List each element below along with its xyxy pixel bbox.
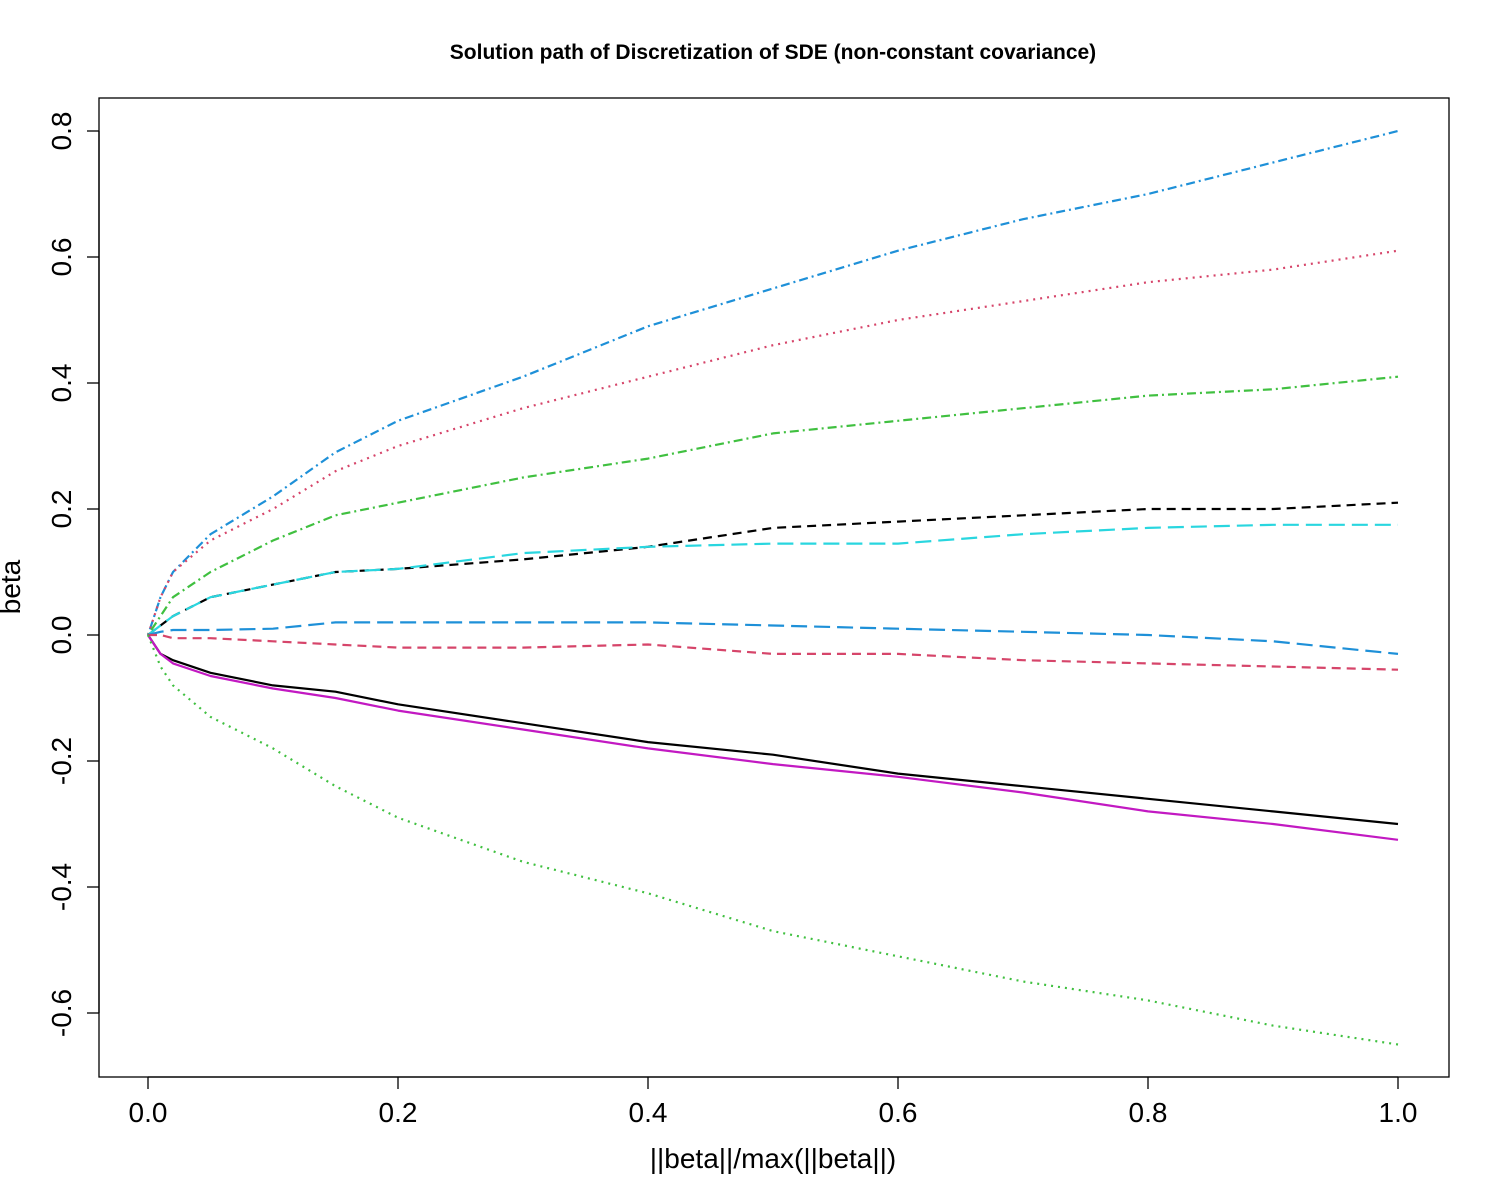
series-line-10	[146, 634, 1399, 1046]
y-tick-label: 0.2	[46, 490, 77, 529]
series-line-9	[147, 634, 1399, 841]
y-tick-label: -0.4	[46, 863, 77, 911]
y-axis-label: beta	[0, 559, 26, 614]
x-tick-label: 0.0	[129, 1097, 168, 1128]
y-tick-label: 0.0	[46, 616, 77, 655]
x-axis-label: ||beta||/max(||beta||)	[650, 1143, 897, 1174]
y-tick-label: -0.6	[46, 989, 77, 1037]
series-line-2	[146, 249, 1399, 636]
y-tick-label: 0.8	[46, 112, 77, 151]
series-layer	[146, 129, 1399, 1046]
y-tick-label: 0.6	[46, 238, 77, 277]
x-tick-label: 0.2	[379, 1097, 418, 1128]
x-tick-label: 0.6	[879, 1097, 918, 1128]
x-tick-label: 0.8	[1129, 1097, 1168, 1128]
x-axis: 0.0 0.2 0.4 0.6 0.8 1.0	[129, 1076, 1418, 1128]
plot-frame	[98, 97, 1450, 1078]
y-tick-label: 0.4	[46, 364, 77, 403]
y-axis: -0.6 -0.4 -0.2 0.0 0.2 0.4 0.6 0.8	[46, 112, 100, 1037]
series-line-3	[147, 375, 1399, 636]
x-tick-label: 0.4	[629, 1097, 668, 1128]
series-line-5	[147, 523, 1398, 636]
series-line-6	[147, 621, 1399, 655]
x-tick-label: 1.0	[1379, 1097, 1418, 1128]
y-tick-label: -0.2	[46, 737, 77, 785]
series-line-4	[147, 501, 1399, 636]
chart-title: Solution path of Discretization of SDE (…	[450, 41, 1096, 64]
series-line-7	[148, 633, 1399, 671]
series-line-8	[147, 634, 1399, 826]
series-line-1	[146, 129, 1399, 636]
